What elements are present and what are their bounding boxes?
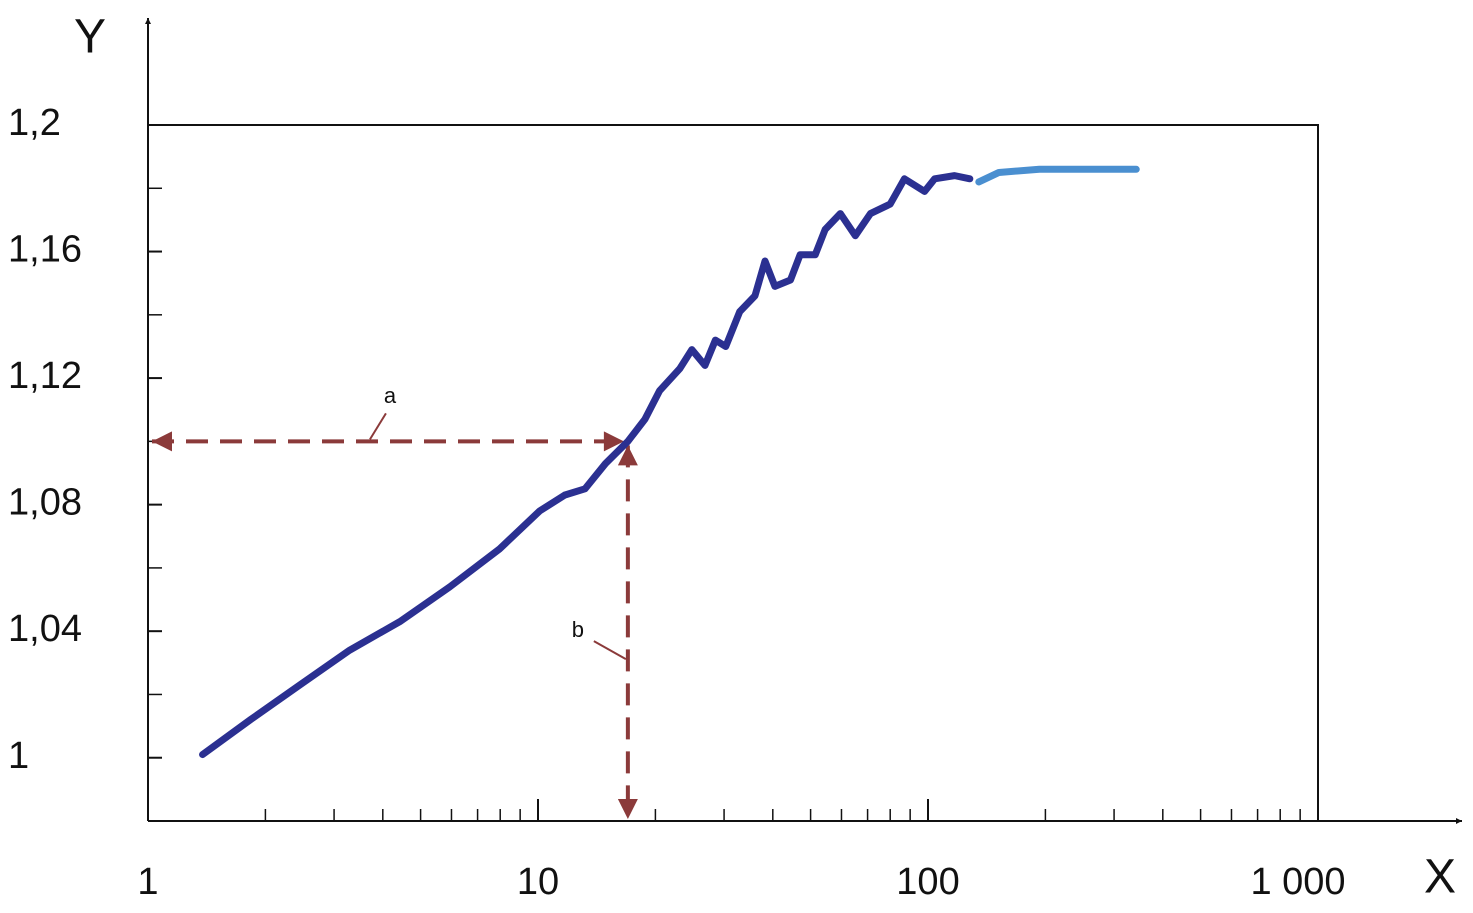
annotation-a: a [384, 383, 397, 408]
leader-b [593, 640, 627, 661]
y-axis-label: Y [74, 11, 106, 64]
x-tick-label: 1 [137, 861, 158, 903]
y-tick-label: 1 [8, 735, 29, 777]
y-tick-label: 1,16 [8, 229, 82, 271]
y-tick-label: 1,2 [8, 102, 61, 144]
y-tick-label: 1,04 [8, 608, 82, 650]
annotation-b: b [572, 617, 584, 642]
x-tick-label: 1 000 [1250, 861, 1345, 903]
y-tick-label: 1,12 [8, 355, 82, 397]
leader-a [369, 412, 387, 440]
y-tick-label: 1,08 [8, 482, 82, 524]
x-axis-label: X [1424, 851, 1456, 904]
plot-frame [148, 124, 1319, 821]
x-tick-label: 10 [517, 861, 559, 903]
x-tick-label: 100 [896, 861, 959, 903]
data-line [199, 172, 974, 759]
data-line [975, 165, 1140, 186]
